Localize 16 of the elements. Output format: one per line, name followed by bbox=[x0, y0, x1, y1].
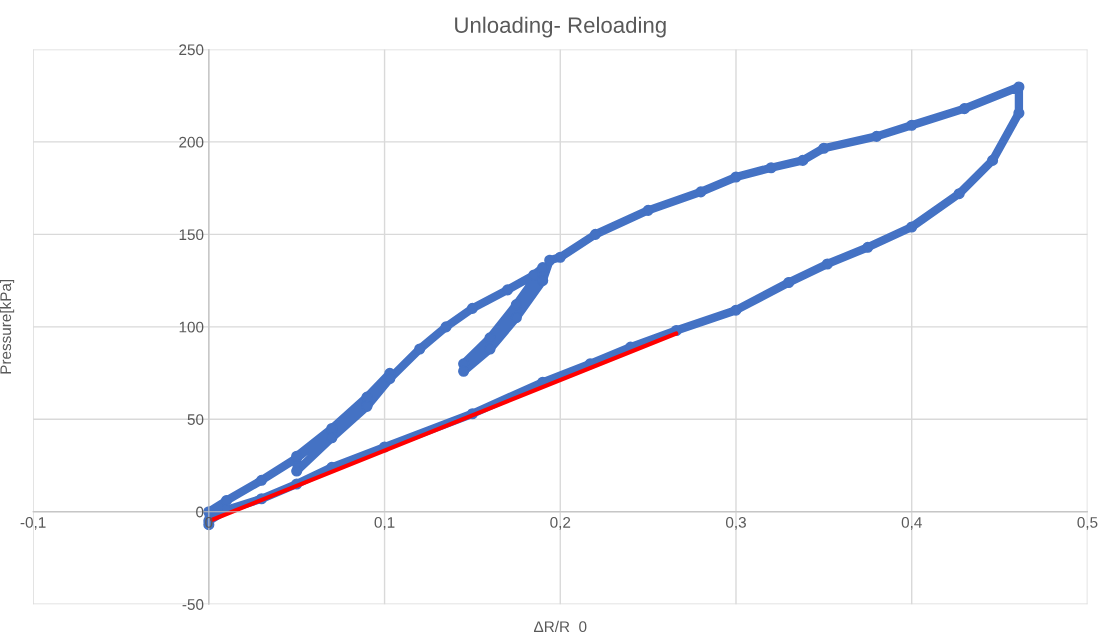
y-tick-label: 50 bbox=[187, 414, 204, 425]
x-tick-label: 0,4 bbox=[901, 517, 922, 530]
y-tick-label: 100 bbox=[179, 321, 204, 333]
y-tick-label: 250 bbox=[179, 44, 204, 56]
y-tick-label: 200 bbox=[179, 136, 204, 148]
y-axis-title: Pressure[kPa] bbox=[0, 279, 15, 374]
y-tick-label: -50 bbox=[182, 599, 204, 610]
x-tick-label: 0,5 bbox=[1077, 517, 1098, 530]
y-tick-label: 150 bbox=[179, 229, 204, 241]
x-tick-label: 0,3 bbox=[725, 517, 746, 530]
x-axis-title: ΔR/R_0 bbox=[533, 620, 587, 634]
y-tick-label: 0 bbox=[196, 506, 204, 518]
chart-title: Unloading- Reloading bbox=[455, 16, 666, 38]
x-tick-label: 0,1 bbox=[374, 517, 395, 530]
x-tick-label: 0,2 bbox=[550, 517, 571, 530]
x-tick-label: -0,1 bbox=[20, 517, 46, 530]
